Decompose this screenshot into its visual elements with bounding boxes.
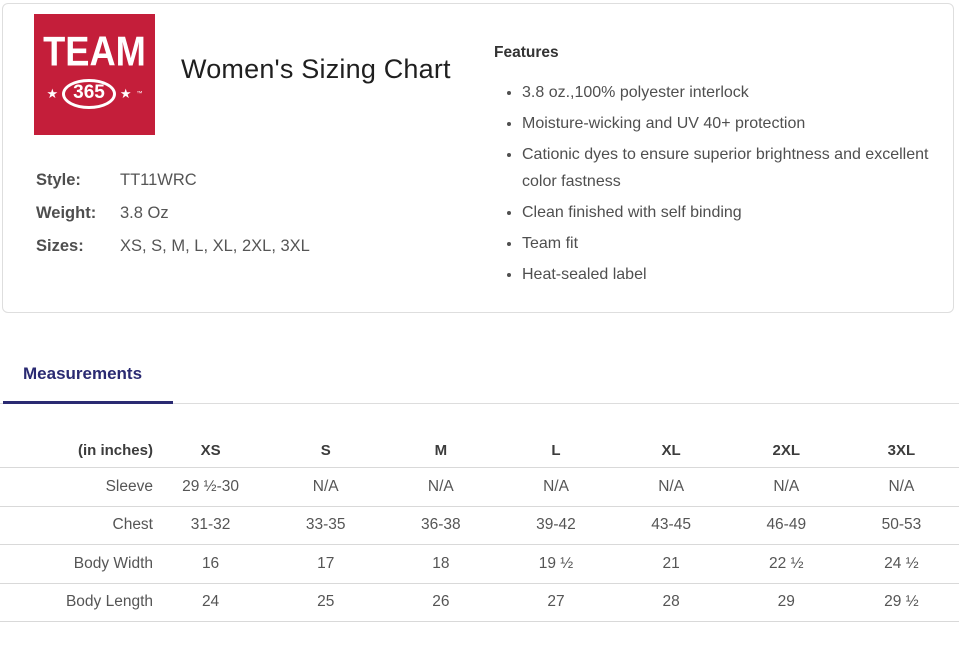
table-cell: 46-49	[766, 516, 807, 534]
table-cell: 29	[777, 593, 795, 611]
measurements-table: (in inches) XS S M L XL 2XL 3XL Sleeve 2…	[0, 434, 959, 622]
feature-item: Heat-sealed label	[522, 261, 939, 288]
table-cell: N/A	[773, 477, 800, 495]
table-cell: N/A	[658, 477, 685, 495]
table-cell: 29 ½	[884, 593, 919, 611]
features-heading: Features	[494, 44, 559, 61]
row-label: Chest	[112, 516, 154, 534]
product-info-card: TEAM ★ 365 ★ ™ Women's Sizing Chart Styl…	[2, 3, 954, 313]
table-cell: N/A	[427, 477, 454, 495]
star-icon: ★	[46, 86, 59, 102]
table-row-body-length: Body Length 24 25 26 27 28 29 29 ½	[0, 584, 959, 622]
page-title: Women's Sizing Chart	[181, 54, 451, 84]
row-label: Body Length	[65, 593, 153, 611]
table-cell: N/A	[312, 477, 339, 495]
feature-item: Clean finished with self binding	[522, 199, 939, 226]
spec-row-weight: Weight: 3.8 Oz	[36, 197, 310, 230]
table-cell: 39-42	[536, 516, 576, 534]
style-value: TT11WRC	[120, 171, 197, 189]
table-cell: 27	[547, 593, 565, 611]
table-cell: 24	[201, 593, 220, 611]
table-cell: 26	[432, 593, 450, 611]
table-cell: 17	[317, 554, 335, 572]
table-cell: 25	[317, 593, 335, 611]
product-specs: Style: TT11WRC Weight: 3.8 Oz Sizes: XS,…	[36, 164, 310, 263]
column-header-3xl: 3XL	[887, 442, 916, 459]
feature-item: Team fit	[522, 230, 939, 257]
table-row-sleeve: Sleeve 29 ½-30 N/A N/A N/A N/A N/A N/A	[0, 468, 959, 507]
table-cell: 43-45	[651, 516, 691, 534]
spec-row-sizes: Sizes: XS, S, M, L, XL, 2XL, 3XL	[36, 230, 310, 263]
features-section: Features 3.8 oz.,100% polyester interloc…	[494, 44, 939, 292]
feature-item: 3.8 oz.,100% polyester interlock	[522, 79, 939, 106]
table-row-body-width: Body Width 16 17 18 19 ½ 21 22 ½ 24 ½	[0, 545, 959, 584]
column-header-m: M	[434, 442, 448, 459]
table-header-row: (in inches) XS S M L XL 2XL 3XL	[0, 434, 959, 468]
logo-365-badge: 365	[62, 79, 116, 109]
active-tab-indicator	[3, 401, 173, 404]
tabs-underline	[0, 403, 959, 404]
table-cell: 36-38	[421, 516, 461, 534]
column-header-s: S	[320, 442, 331, 459]
spec-row-style: Style: TT11WRC	[36, 164, 310, 197]
row-label: Body Width	[73, 554, 153, 572]
table-cell: 18	[432, 554, 450, 572]
logo-team-text: TEAM	[43, 28, 146, 75]
table-cell: 28	[662, 593, 680, 611]
column-header-xl: XL	[661, 442, 681, 459]
column-header-l: L	[551, 442, 561, 459]
features-list: 3.8 oz.,100% polyester interlock Moistur…	[494, 79, 939, 288]
row-label: Sleeve	[105, 477, 153, 495]
table-cell: 21	[662, 554, 680, 572]
column-header-xs: XS	[200, 442, 221, 459]
table-cell: 19 ½	[538, 554, 574, 572]
feature-item: Cationic dyes to ensure superior brightn…	[522, 141, 939, 195]
weight-label: Weight:	[36, 204, 97, 222]
sizes-label: Sizes:	[36, 237, 84, 255]
table-cell: 50-53	[881, 516, 922, 534]
sizes-value: XS, S, M, L, XL, 2XL, 3XL	[120, 237, 310, 255]
table-cell: 24 ½	[884, 554, 919, 572]
column-header-2xl: 2XL	[772, 442, 801, 459]
trademark-symbol: ™	[136, 90, 143, 97]
table-cell: 33-35	[305, 516, 346, 534]
weight-value: 3.8 Oz	[120, 204, 169, 222]
table-cell: N/A	[888, 477, 915, 495]
tab-measurements[interactable]: Measurements	[23, 364, 143, 383]
table-cell: N/A	[543, 477, 569, 495]
table-cell: 16	[201, 554, 220, 572]
table-cell: 29 ½-30	[182, 477, 240, 495]
style-label: Style:	[36, 171, 81, 189]
team-365-logo: TEAM ★ 365 ★ ™	[34, 14, 155, 135]
feature-item: Moisture-wicking and UV 40+ protection	[522, 110, 939, 137]
table-cell: 22 ½	[769, 554, 804, 572]
table-row-chest: Chest 31-32 33-35 36-38 39-42 43-45 46-4…	[0, 507, 959, 545]
star-icon: ★	[119, 86, 132, 102]
table-cell: 31-32	[190, 516, 231, 534]
unit-header: (in inches)	[77, 442, 153, 459]
